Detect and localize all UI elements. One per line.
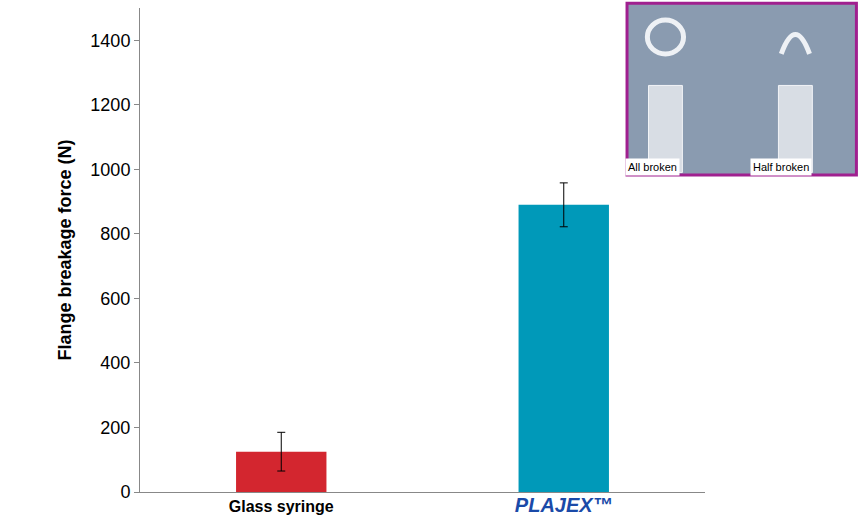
svg-text:All broken: All broken [628, 161, 677, 173]
svg-text:1000: 1000 [90, 160, 130, 180]
svg-text:400: 400 [100, 353, 130, 373]
svg-text:800: 800 [100, 224, 130, 244]
svg-text:600: 600 [100, 289, 130, 309]
svg-text:Half broken: Half broken [753, 161, 809, 173]
svg-text:1400: 1400 [90, 31, 130, 51]
svg-text:200: 200 [100, 418, 130, 438]
svg-text:PLAJEX™: PLAJEX™ [515, 494, 613, 516]
svg-text:0: 0 [120, 482, 130, 502]
svg-text:Glass syringe: Glass syringe [229, 498, 334, 515]
svg-text:1200: 1200 [90, 95, 130, 115]
svg-text:Flange breakage force (N): Flange breakage force (N) [55, 139, 75, 360]
